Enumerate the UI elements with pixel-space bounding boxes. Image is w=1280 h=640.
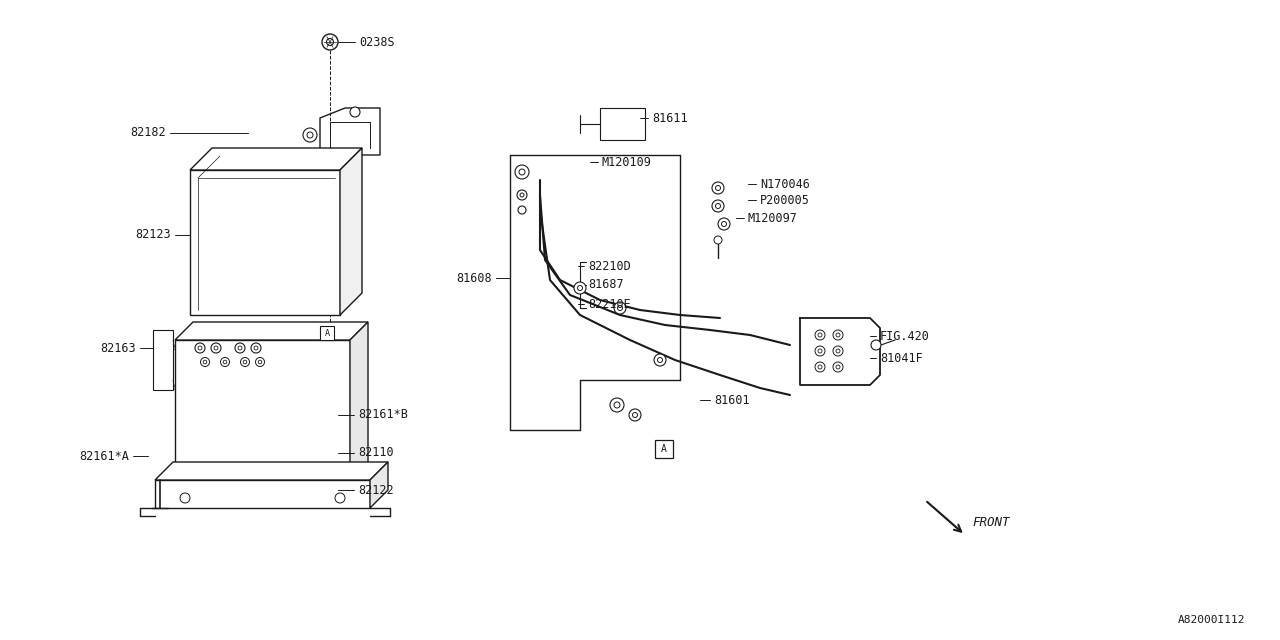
Circle shape [204,360,207,364]
Circle shape [833,346,844,356]
Circle shape [211,343,221,353]
Circle shape [833,362,844,372]
Circle shape [716,204,721,209]
Circle shape [241,358,250,367]
Polygon shape [349,322,369,480]
Circle shape [349,107,360,117]
Circle shape [238,346,242,350]
Circle shape [712,182,724,194]
Circle shape [335,493,346,503]
Circle shape [323,34,338,50]
Text: 82122: 82122 [358,483,394,497]
Polygon shape [155,462,388,480]
Circle shape [515,165,529,179]
Circle shape [632,413,637,417]
Text: 0238S: 0238S [358,35,394,49]
Circle shape [617,305,622,310]
Circle shape [870,340,881,350]
Polygon shape [189,148,362,170]
Text: FIG.420: FIG.420 [881,330,929,342]
Text: 81601: 81601 [714,394,750,406]
Bar [155,480,370,508]
Circle shape [836,349,840,353]
Bar [655,440,673,458]
Circle shape [818,365,822,369]
Circle shape [180,493,189,503]
Text: A: A [660,444,667,454]
Bar [189,170,340,315]
Polygon shape [340,148,362,315]
Circle shape [243,360,247,364]
Polygon shape [175,322,369,340]
Circle shape [251,343,261,353]
Circle shape [818,349,822,353]
Circle shape [195,343,205,353]
Circle shape [815,330,826,340]
Circle shape [716,186,721,191]
Circle shape [818,333,822,337]
Circle shape [517,190,527,200]
Text: N170046: N170046 [760,177,810,191]
Circle shape [815,362,826,372]
Text: 82163: 82163 [100,342,136,355]
Circle shape [223,360,227,364]
Text: A82000I112: A82000I112 [1178,615,1245,625]
Circle shape [718,218,730,230]
Text: 82161*B: 82161*B [358,408,408,422]
Circle shape [573,282,586,294]
Bar [600,108,645,140]
Circle shape [518,169,525,175]
Text: A: A [325,328,329,337]
Circle shape [833,330,844,340]
Text: 81041F: 81041F [881,351,923,365]
Circle shape [712,200,724,212]
Text: 81687: 81687 [588,278,623,291]
Text: 82210E: 82210E [588,298,631,310]
Circle shape [658,358,663,362]
Bar [154,330,173,390]
Text: M120097: M120097 [748,211,797,225]
Circle shape [253,346,259,350]
Circle shape [722,221,727,227]
Text: 82182: 82182 [131,127,166,140]
Circle shape [236,343,244,353]
Text: P200005: P200005 [760,193,810,207]
Text: 82210D: 82210D [588,259,631,273]
Circle shape [836,365,840,369]
Circle shape [714,236,722,244]
Circle shape [836,333,840,337]
Circle shape [520,193,524,197]
Circle shape [518,206,526,214]
Circle shape [614,302,626,314]
Text: FRONT: FRONT [972,515,1010,529]
Circle shape [326,38,334,45]
Circle shape [654,354,666,366]
Text: 82123: 82123 [136,228,172,241]
Bar [175,340,349,480]
Circle shape [259,360,262,364]
Circle shape [256,358,265,367]
Polygon shape [800,318,881,385]
Circle shape [815,346,826,356]
Text: 81611: 81611 [652,111,687,125]
Text: 82110: 82110 [358,447,394,460]
Circle shape [611,398,625,412]
Polygon shape [370,462,388,508]
Text: 81608: 81608 [457,271,492,285]
Circle shape [628,409,641,421]
Circle shape [220,358,229,367]
Bar [320,326,334,340]
Circle shape [214,346,218,350]
Circle shape [577,285,582,291]
Circle shape [198,346,202,350]
Circle shape [307,132,314,138]
Circle shape [614,402,620,408]
Circle shape [201,358,210,367]
Text: M120109: M120109 [602,156,652,168]
Circle shape [303,128,317,142]
Text: 82161*A: 82161*A [79,449,129,463]
